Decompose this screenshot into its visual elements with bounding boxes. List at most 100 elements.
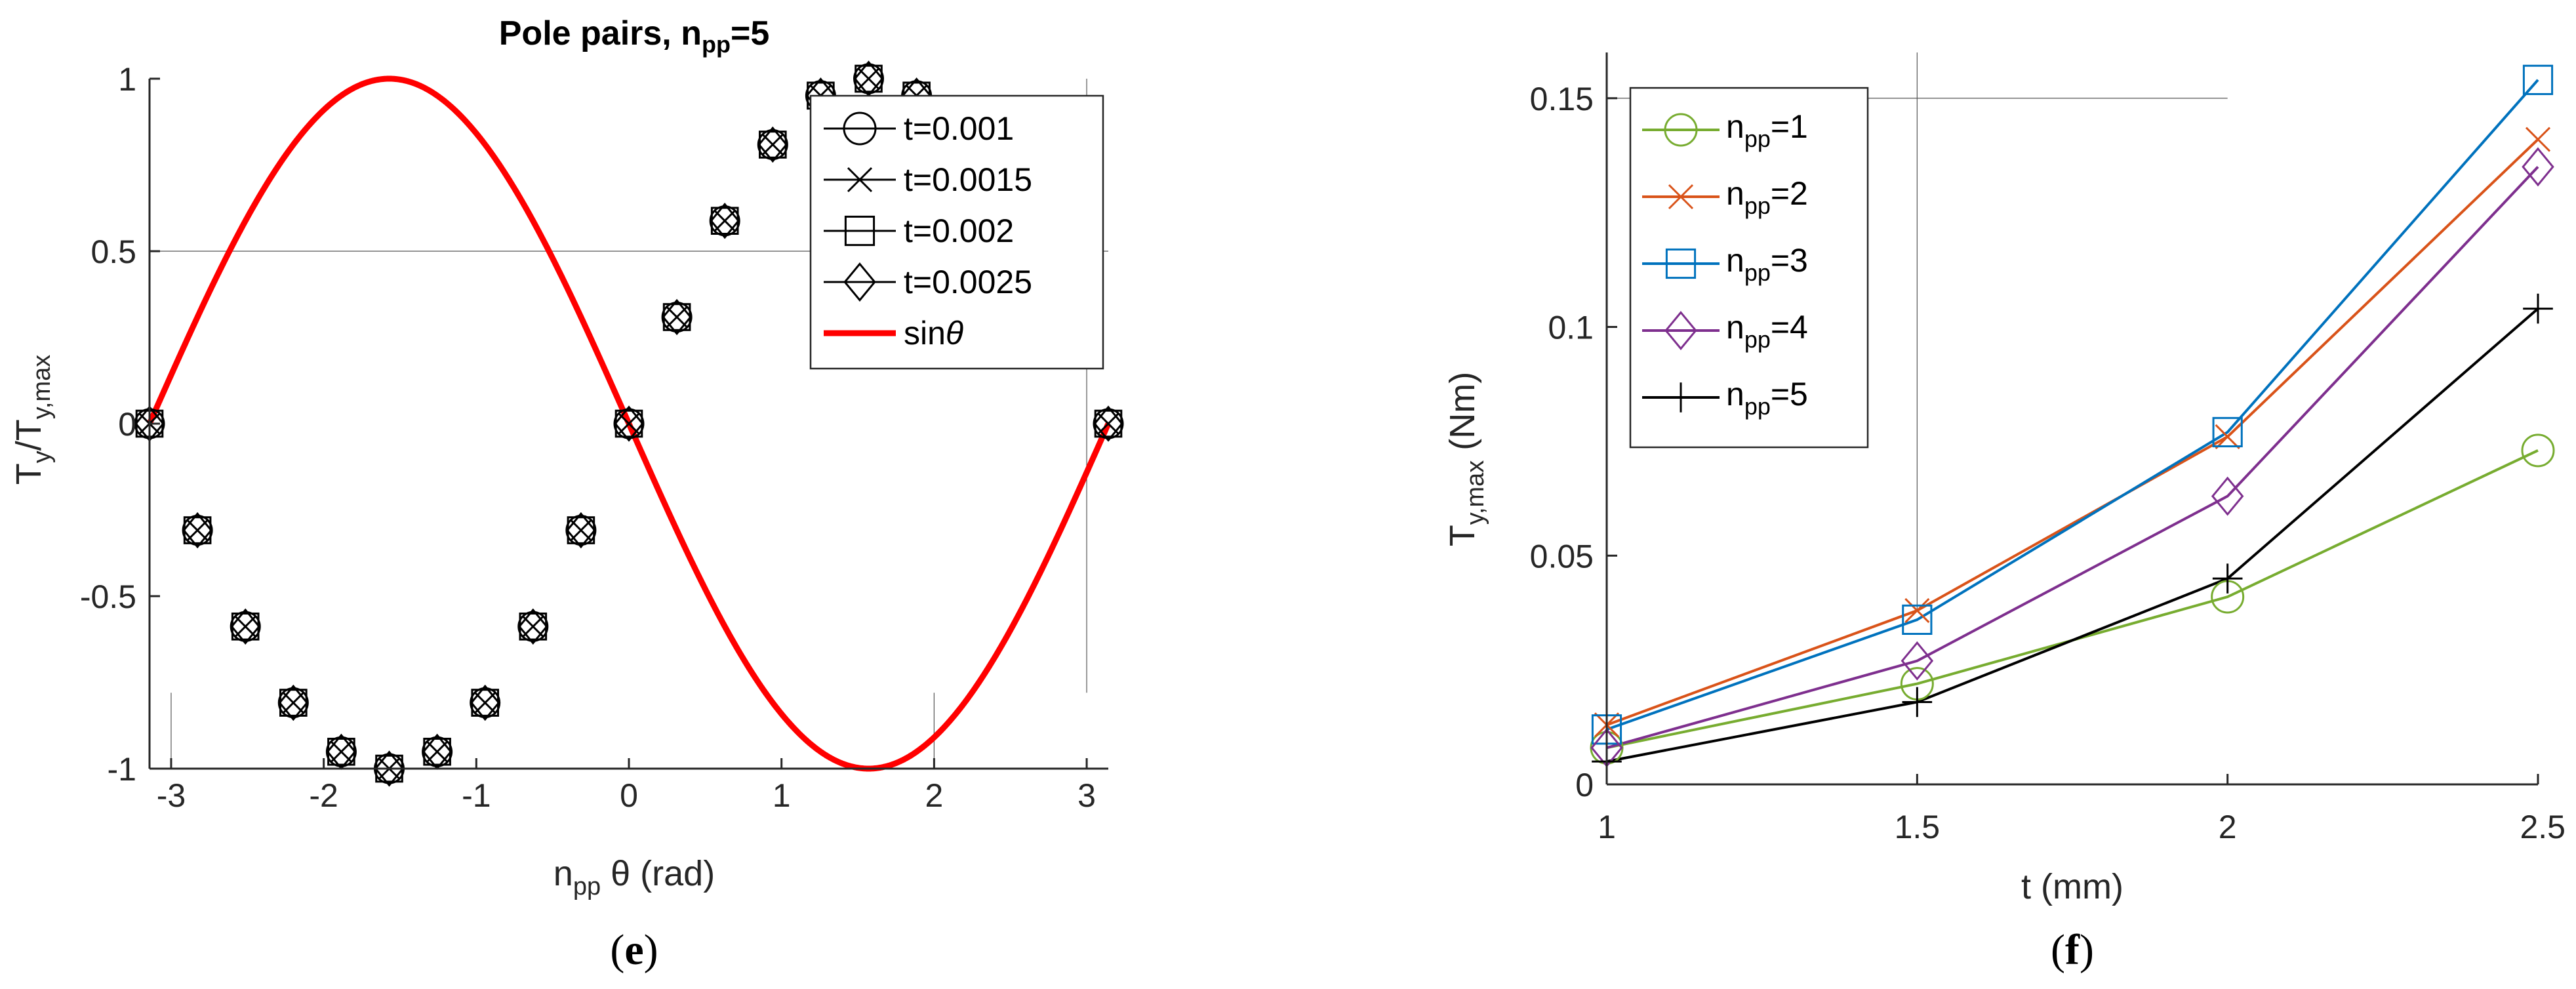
legend-label-sin-symbol: θ — [946, 315, 963, 352]
legend-label-npp3: npp=3 — [1726, 242, 1808, 286]
x-tick-label-2: 2 — [2219, 809, 2237, 845]
marker-diamond-2 — [230, 608, 261, 645]
marker-npp5-1 — [1902, 687, 1933, 717]
x-tick-label-0: 0 — [620, 777, 638, 814]
legend-label-diamond: t=0.0025 — [904, 264, 1032, 300]
legend-label-npp2: npp=2 — [1726, 175, 1808, 219]
y-tick-label-0: 0 — [1575, 767, 1594, 803]
x-tick-label-2: 2 — [925, 777, 943, 814]
legend-label-npp5-name: n — [1726, 376, 1744, 413]
marker-npp2-2 — [2215, 424, 2240, 449]
marker-diamond-13 — [757, 126, 788, 163]
chart-f-axes — [1605, 52, 2539, 786]
chart-f-x-axis-label: t (mm) — [2021, 867, 2123, 906]
legend-box — [809, 94, 1104, 370]
legend-label-npp3-sub: pp — [1744, 259, 1771, 286]
marker-npp4-2 — [2211, 476, 2244, 516]
series-markers-npp4 — [1590, 147, 2554, 768]
chart-panel-e: Pole pairs, npp=5 -3 -2 -1 0 1 2 3 -1 -0.5 0 0.5 1… — [9, 14, 1124, 974]
legend-label-npp1: npp=1 — [1726, 108, 1808, 152]
legend-label-npp4-tail: =4 — [1771, 309, 1808, 346]
chart-e-x-tick-labels: -3 -2 -1 0 1 2 3 — [157, 777, 1096, 814]
series-line-npp2 — [1606, 138, 2539, 727]
marker-npp2-1 — [1904, 597, 1930, 624]
marker-diamond-10 — [614, 405, 644, 442]
x-tick-label--2: -2 — [309, 777, 338, 814]
chart-f-y-tick-labels: 0 0.05 0.1 0.15 — [1530, 81, 1594, 803]
marker-diamond-3 — [278, 684, 309, 721]
legend-label-sin: sinθ — [904, 315, 963, 352]
legend-label-npp4-sub: pp — [1744, 326, 1771, 353]
marker-diamond-9 — [566, 512, 596, 549]
y-tick-label-1: 1 — [118, 61, 136, 98]
legend-box — [1629, 87, 1869, 449]
legend-label-npp1-tail: =1 — [1771, 108, 1808, 145]
chart-panel-f: 1 1.5 2 2.5 0 0.05 0.1 0.15 t (mm) Ty,max (Nm)… — [1443, 52, 2566, 974]
chart-e-y-axis-label: Ty/Ty,max — [9, 355, 56, 485]
legend-label-circle: t=0.001 — [904, 110, 1014, 147]
legend-label-npp3-name: n — [1726, 242, 1744, 279]
marker-npp2-3 — [2525, 127, 2551, 152]
marker-diamond-12 — [710, 203, 740, 239]
legend-marker-square — [844, 215, 875, 247]
marker-npp3-3 — [2522, 64, 2554, 95]
x-tick-label-1.5: 1.5 — [1895, 809, 1941, 845]
chart-e-panel-label: (e) — [610, 926, 658, 974]
legend-label-npp2-tail: =2 — [1771, 175, 1808, 212]
x-tick-label-1: 1 — [773, 777, 791, 814]
chart-f-series-lines — [1606, 79, 2539, 763]
legend-marker-npp4 — [1664, 311, 1697, 350]
marker-npp4-3 — [2522, 147, 2554, 187]
chart-e-title: Pole pairs, npp=5 — [499, 14, 770, 58]
marker-diamond-8 — [517, 608, 548, 645]
legend-label-npp4: npp=4 — [1726, 309, 1808, 353]
y-tick-label-0: 0 — [118, 406, 136, 443]
legend-label-npp2-sub: pp — [1744, 192, 1771, 219]
legend-label-npp3-tail: =3 — [1771, 242, 1808, 279]
x-tick-label-3: 3 — [1077, 777, 1096, 814]
marker-diamond-1 — [182, 512, 212, 549]
legend-marker-npp1 — [1664, 113, 1698, 147]
legend-marker-npp2 — [1668, 184, 1694, 210]
legend-label-npp5-sub: pp — [1744, 393, 1771, 420]
series-line-npp5 — [1606, 308, 2539, 763]
legend-label-npp5: npp=5 — [1726, 376, 1808, 420]
marker-diamond-5 — [374, 750, 405, 787]
marker-diamond-11 — [662, 298, 692, 336]
series-markers-npp1 — [1590, 434, 2555, 765]
x-tick-label-2.5: 2.5 — [2520, 809, 2566, 845]
chart-e-legend: t=0.001 t=0.0015 t=0.002 t=0.0025 sinθ — [809, 94, 1104, 370]
legend-marker-circle — [843, 111, 877, 146]
marker-diamond-7 — [470, 684, 500, 721]
series-line-npp1 — [1606, 449, 2539, 750]
legend-label-npp2-name: n — [1726, 175, 1744, 212]
chart-f-panel-label: (f) — [2051, 926, 2094, 974]
chart-f-x-tick-labels: 1 1.5 2 2.5 — [1598, 809, 2566, 845]
marker-npp3-1 — [1902, 604, 1933, 635]
y-tick-label-0.05: 0.05 — [1530, 538, 1594, 575]
series-line-npp4 — [1606, 166, 2539, 750]
chart-f-y-axis-label: Ty,max (Nm) — [1443, 372, 1489, 546]
legend-label-npp5-tail: =5 — [1771, 376, 1808, 413]
y-tick-label--0.5: -0.5 — [80, 578, 136, 615]
legend-marker-npp3 — [1665, 248, 1697, 279]
y-tick-label-0.5: 0.5 — [91, 233, 136, 270]
legend-marker-npp5 — [1666, 382, 1696, 413]
chart-e-x-axis-label: npp θ (rad) — [553, 854, 715, 900]
series-line-npp3 — [1606, 79, 2539, 731]
marker-npp1-3 — [2521, 434, 2555, 468]
x-tick-label-1: 1 — [1598, 809, 1616, 845]
legend-label-npp4-name: n — [1726, 309, 1744, 346]
y-tick-label-0.15: 0.15 — [1530, 81, 1594, 117]
marker-npp5-2 — [2212, 563, 2243, 594]
marker-npp5-3 — [2523, 293, 2553, 324]
legend-marker-x — [847, 167, 873, 193]
x-tick-label--1: -1 — [462, 777, 491, 814]
legend-label-x: t=0.0015 — [904, 161, 1032, 198]
chart-e-axes — [148, 77, 1108, 770]
legend-label-square: t=0.002 — [904, 212, 1014, 249]
legend-label-npp1-sub: pp — [1744, 125, 1771, 152]
legend-label-sin-name: sin — [904, 315, 946, 352]
y-tick-label--1: -1 — [108, 751, 136, 788]
